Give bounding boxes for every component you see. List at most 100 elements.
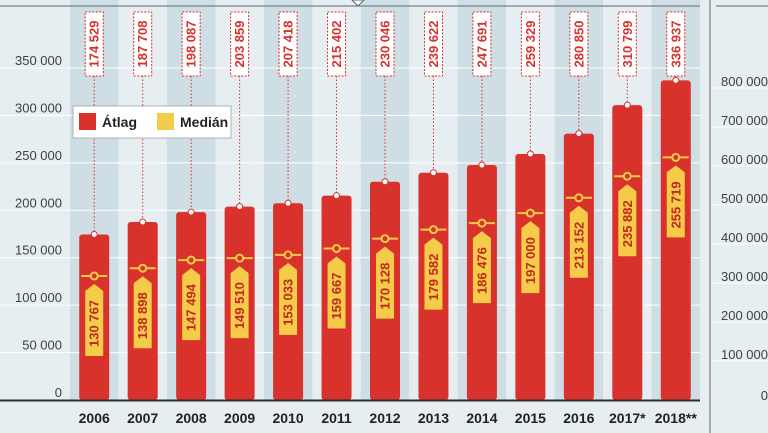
median-point [235, 253, 245, 263]
median-label-tag [666, 165, 685, 238]
legend-box [72, 105, 232, 139]
y-tick-label: 150 000 [15, 243, 62, 258]
average-label-box [666, 11, 686, 77]
x-tick-label: 2009 [224, 410, 255, 426]
right-tick-label: 800 000 [721, 74, 768, 89]
average-value-label: 239 622 [426, 21, 441, 68]
median-value-label: 197 000 [523, 237, 538, 284]
average-point [381, 178, 389, 186]
y-tick-label: 350 000 [15, 53, 62, 68]
legend-label-median: Medián [180, 114, 228, 130]
average-value-label: 280 850 [571, 21, 586, 68]
y-tick-label: 250 000 [15, 148, 62, 163]
average-point [575, 130, 583, 138]
average-label-box [520, 11, 540, 77]
average-value-label: 187 708 [135, 21, 150, 68]
median-point [380, 234, 390, 244]
x-tick-label: 2017* [609, 410, 646, 426]
median-markers [81, 152, 689, 281]
median-label-tag [133, 276, 152, 349]
average-label-box [230, 11, 250, 77]
average-point [672, 76, 680, 84]
median-point [525, 208, 535, 218]
median-label-tag [279, 262, 298, 335]
average-label-box [617, 11, 637, 77]
median-labels: 130 767 138 898 147 494 149 510 153 033 159 6… [85, 165, 685, 356]
x-tick-label: 2011 [321, 410, 352, 426]
median-point [138, 263, 148, 273]
median-value-label: 149 510 [232, 282, 247, 329]
median-point [574, 193, 584, 203]
right-tick-label: 0 [761, 388, 768, 403]
median-value-label: 255 719 [668, 181, 683, 228]
average-bar [660, 80, 691, 401]
average-label-box [327, 11, 347, 77]
average-label-box [472, 11, 492, 77]
y-axis-right: 100 000 200 000 300 000 400 000 500 000 600 0… [700, 0, 768, 433]
median-label-tag [521, 221, 540, 294]
legend-swatch-median [157, 113, 174, 130]
average-value-label: 198 087 [184, 21, 199, 68]
x-tick-label: 2007 [127, 410, 158, 426]
average-label-box [375, 11, 395, 77]
x-tick-label: 2008 [176, 410, 207, 426]
median-label-tag [618, 184, 637, 257]
median-label-tag [569, 205, 588, 278]
average-label-box [84, 11, 104, 77]
y-tick-label: 200 000 [15, 195, 62, 210]
average-point [478, 161, 486, 169]
median-value-label: 213 152 [571, 222, 586, 269]
legend: Átlag Medián [72, 105, 232, 139]
average-point [284, 199, 292, 207]
median-label-tag [424, 237, 443, 310]
right-tick-label: 600 000 [721, 152, 768, 167]
average-label-box [181, 11, 201, 77]
average-value-label: 203 859 [232, 21, 247, 68]
average-labels: 174 529 187 708 198 087 203 859 207 418 215 4… [84, 11, 686, 238]
average-value-label: 174 529 [87, 21, 102, 68]
y-tick-label: 300 000 [15, 100, 62, 115]
x-tick-label: 2015 [515, 410, 546, 426]
x-tick-label: 2010 [272, 410, 303, 426]
average-value-label: 207 418 [281, 21, 296, 68]
average-point [139, 218, 147, 226]
median-label-tag [376, 246, 394, 319]
right-tick-label: 300 000 [721, 269, 768, 284]
x-tick-label: 2012 [369, 410, 400, 426]
median-label-tag [182, 268, 201, 341]
median-value-label: 130 767 [87, 300, 102, 347]
average-value-label: 310 799 [620, 21, 635, 68]
average-value-label: 247 691 [474, 21, 489, 68]
median-label-tag [85, 283, 104, 356]
median-value-label: 235 882 [620, 200, 635, 247]
average-label-box [133, 11, 153, 77]
median-value-label: 147 494 [184, 283, 199, 331]
median-point [186, 255, 196, 265]
x-axis: 2006 2007 2008 2009 2010 2011 2012 2013 2014 2015… [0, 5, 700, 426]
average-point [429, 169, 437, 177]
average-value-label: 336 937 [668, 21, 683, 68]
average-point [187, 208, 195, 216]
right-tick-label: 400 000 [721, 230, 768, 245]
average-point [333, 192, 341, 200]
median-value-label: 138 898 [135, 292, 150, 339]
average-point [623, 101, 631, 109]
median-value-label: 179 582 [426, 254, 441, 301]
average-point [526, 150, 534, 158]
average-label-box [569, 11, 589, 77]
average-point [236, 203, 244, 211]
y-tick-label: 0 [55, 385, 62, 400]
y-tick-label: 100 000 [15, 290, 62, 305]
median-value-label: 186 476 [474, 247, 489, 294]
x-tick-label: 2013 [418, 410, 449, 426]
right-tick-label: 200 000 [721, 308, 768, 323]
median-value-label: 170 128 [378, 263, 393, 310]
median-point [477, 218, 487, 228]
y-axis-left: 0 50 000 100 000 150 000 200 000 250 000 300 0… [15, 53, 62, 400]
average-point [90, 230, 98, 238]
median-point [671, 152, 681, 162]
y-tick-label: 50 000 [22, 338, 62, 353]
median-point [89, 271, 99, 281]
median-point [332, 244, 342, 254]
average-value-label: 259 329 [523, 21, 538, 68]
